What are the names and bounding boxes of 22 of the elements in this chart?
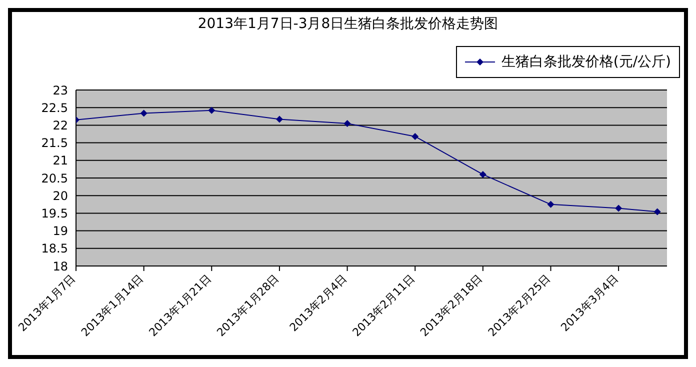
y-tick-label: 20.5: [41, 171, 68, 186]
y-tick-label: 22: [52, 118, 68, 132]
point: [412, 132, 419, 140]
point: [276, 116, 283, 123]
y-tick-label: 21: [52, 154, 68, 168]
point: [654, 208, 661, 216]
chart-title: 2013年1月7日-3月8日生猪白条批发价格走势图: [196, 15, 500, 33]
y-tick-label: 18: [52, 259, 68, 274]
point: [547, 200, 554, 208]
y-tick-label: 21.5: [41, 136, 68, 150]
y-tick-label: 20: [52, 188, 68, 203]
point: [479, 170, 486, 178]
point: [344, 120, 351, 127]
legend-label: 生猪白条批发价格(元/公斤): [501, 53, 671, 71]
y-tick-label: 23: [52, 83, 68, 98]
point: [615, 204, 622, 212]
y-tick-label: 19.5: [41, 206, 68, 220]
point: [208, 106, 216, 114]
y-tick-label: 22.5: [41, 100, 68, 115]
point: [140, 110, 148, 117]
y-tick-label: 18.5: [41, 242, 68, 256]
y-tick-label: 19: [52, 224, 68, 238]
